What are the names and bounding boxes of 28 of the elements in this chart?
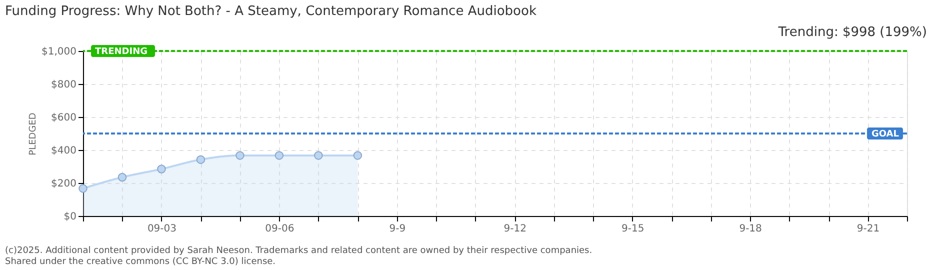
x-tick-label: 9-12 [504, 224, 526, 234]
y-tick-label: $600 [51, 112, 76, 124]
y-tick-label: $200 [51, 178, 76, 190]
point [196, 155, 206, 164]
point [157, 164, 166, 174]
x-tick-label: 09-03 [147, 224, 177, 234]
point [353, 151, 362, 160]
x-tick-label: 9-18 [739, 224, 762, 234]
text: (c)2025. Additional content provided by Sarah Neeson. Trademarks and related content are owned by their respective companies. [5, 246, 592, 256]
y-tick-label: $1,000 [42, 46, 76, 58]
point [78, 184, 88, 193]
point [118, 172, 127, 182]
chart-title: Funding Progress: Why Not Both? - A Steamy, Contemporary Romance Audiobook [5, 4, 537, 19]
y-tick-label: $0 [64, 212, 76, 222]
x-tick-label: 9-9 [389, 224, 406, 234]
point [236, 151, 244, 160]
x-tick-label: 09-06 [265, 224, 294, 234]
y-tick-label: $800 [51, 80, 76, 90]
x-tick-label: 9-15 [621, 224, 644, 234]
y-axis-title: PLEDGED [28, 112, 39, 156]
y-tick-label: $400 [51, 146, 76, 156]
text: Shared under the creative commons (CC BY-NC 3.0) license. [5, 257, 276, 267]
ref-line-label: GOAL [872, 130, 900, 140]
chart-subtitle: Trending: $998 (199%) [777, 25, 927, 40]
point [274, 151, 284, 160]
ref-line-label: TRENDING [95, 47, 148, 57]
x-tick-label: 9-21 [856, 224, 880, 234]
point [314, 151, 323, 160]
